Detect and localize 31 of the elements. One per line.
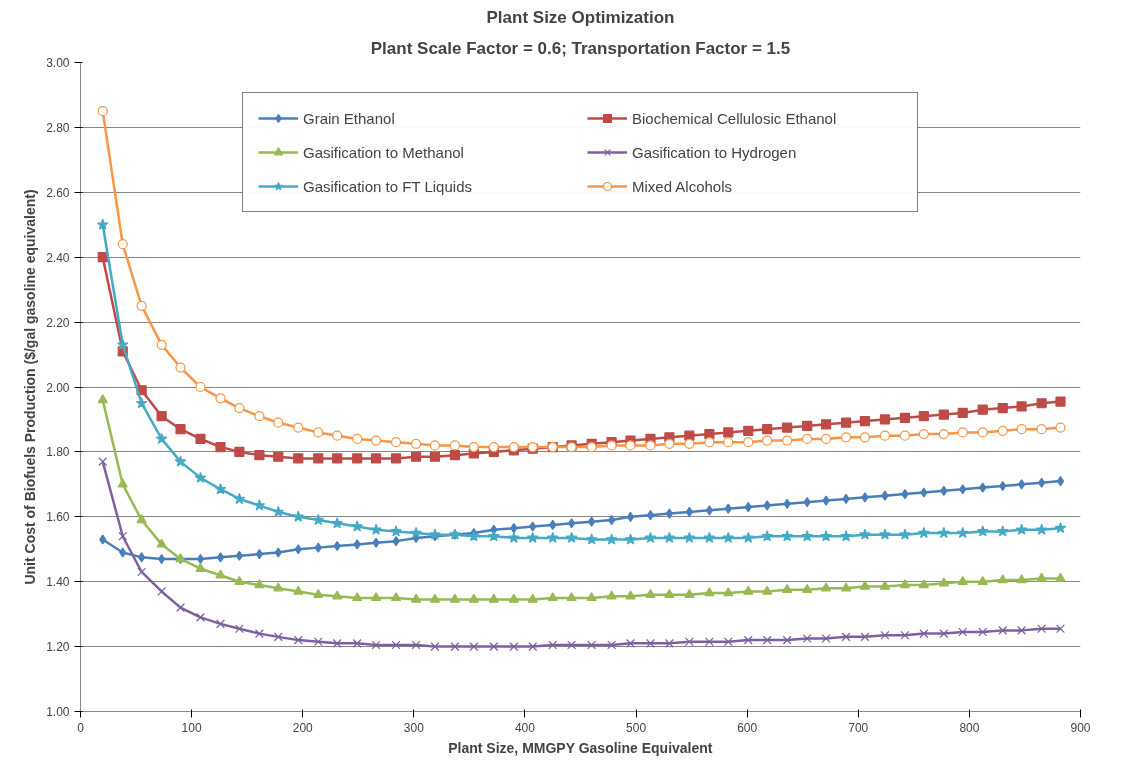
x-tick-label: 700: [848, 720, 869, 735]
y-tick-label: 1.80: [46, 445, 70, 460]
y-tick-label: 3.00: [46, 56, 70, 70]
legend-label: Gasification to FT Liquids: [303, 177, 473, 195]
x-tick-label: 0: [77, 720, 85, 735]
y-tick-label: 2.00: [46, 380, 70, 395]
y-tick-label: 1.60: [46, 510, 70, 525]
x-tick-label: 300: [403, 720, 425, 735]
legend-label: Grain Ethanol: [303, 109, 396, 127]
y-tick-label: 1.20: [46, 640, 70, 655]
y-tick-label: 2.20: [46, 315, 70, 330]
x-tick-label: 800: [959, 720, 980, 735]
legend-label: Mixed Alcohols: [632, 177, 734, 195]
x-tick-label: 200: [292, 720, 314, 735]
x-tick-label: 500: [626, 720, 647, 735]
y-tick-label: 2.60: [46, 185, 70, 200]
legend-label: Gasification to Hydrogen: [632, 143, 798, 161]
x-tick-label: 100: [181, 720, 202, 735]
x-axis-title: Plant Size, MMGPY Gasoline Equivalent: [448, 739, 713, 756]
chart-title: Plant Size Optimization: [486, 7, 675, 27]
y-axis-title: Unit Cost of Biofuels Production ($/gal gasoline equivalent): [22, 189, 39, 585]
y-tick-label: 2.40: [46, 250, 70, 265]
x-tick-label: 400: [514, 720, 536, 735]
y-tick-label: 1.00: [46, 705, 70, 719]
x-tick-label: 600: [737, 720, 758, 735]
y-tick-label: 2.80: [46, 120, 70, 135]
legend-label: Biochemical Cellulosic Ethanol: [632, 109, 838, 127]
y-tick-label: 1.40: [46, 575, 70, 590]
legend-label: Gasification to Methanol: [303, 143, 465, 161]
x-tick-label: 900: [1070, 720, 1091, 735]
chart-subtitle: Plant Scale Factor = 0.6; Transportation Factor = 1.5: [370, 38, 791, 58]
